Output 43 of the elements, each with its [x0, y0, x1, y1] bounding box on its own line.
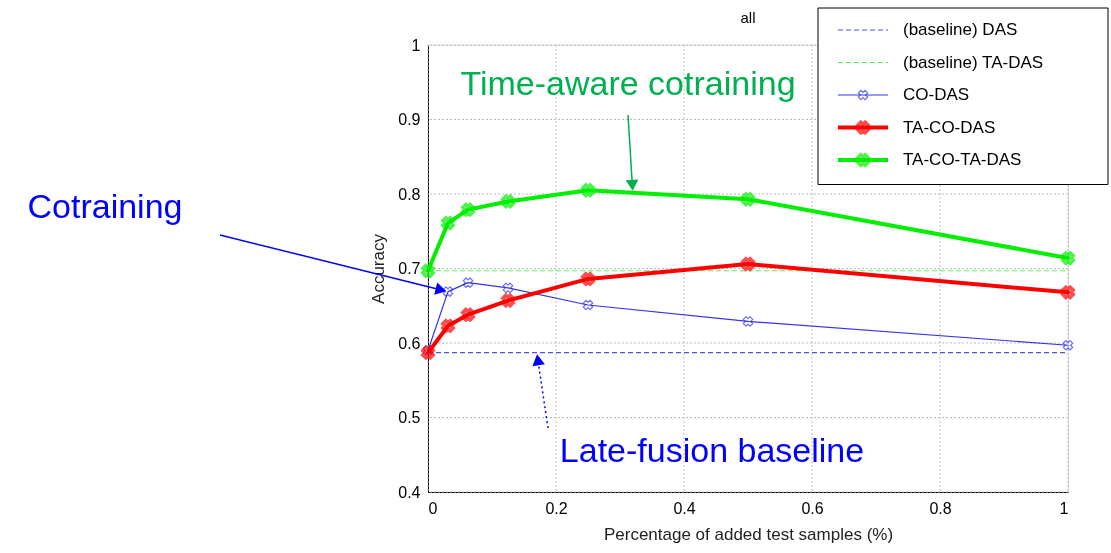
point	[1062, 339, 1074, 351]
point	[581, 271, 595, 286]
x-tick-label: 1	[1059, 499, 1069, 517]
x-tick-label: 0.4	[673, 499, 696, 517]
x-tick-label: 0	[428, 499, 438, 517]
point	[742, 316, 754, 327]
legend-label: CO-DAS	[903, 85, 970, 104]
point	[442, 286, 454, 297]
legend-label: TA-CO-TA-DAS	[903, 150, 1022, 169]
point	[501, 194, 515, 209]
point	[421, 345, 435, 360]
point	[441, 318, 455, 333]
point	[1061, 251, 1075, 266]
y-tick-label: 0.6	[398, 334, 421, 352]
y-tick-label: 0.7	[398, 260, 421, 277]
y-tick-label: 0.8	[398, 185, 421, 203]
point	[461, 202, 475, 217]
point	[461, 307, 475, 322]
annotation: Late-fusion baseline	[559, 431, 865, 469]
y-axis-title: Accuracy	[369, 233, 389, 304]
x-tick-label: 0.2	[545, 499, 568, 517]
y-tick-label: 0.4	[398, 483, 421, 501]
point	[462, 277, 474, 288]
point	[741, 257, 755, 271]
legend-label: TA-CO-DAS	[903, 117, 996, 137]
point	[1061, 285, 1075, 300]
x-tick-label: 0.6	[801, 499, 824, 517]
legend-label: (baseline) TA-DAS	[903, 52, 1044, 72]
y-tick-label: 0.9	[398, 111, 421, 128]
annotation: Cotraining	[27, 187, 183, 225]
point	[581, 183, 595, 198]
point	[502, 282, 514, 294]
point	[441, 216, 455, 230]
chart-title: all	[740, 9, 756, 26]
point	[582, 299, 594, 311]
legend-label: (baseline) DAS	[903, 20, 1018, 39]
y-tick-label: 0.5	[398, 409, 421, 426]
x-tick-label: 0.8	[929, 499, 952, 517]
point	[501, 293, 515, 308]
point	[741, 192, 755, 207]
annotation: Time-aware cotraining	[460, 64, 796, 102]
x-axis-title: Percentage of added test samples (%)	[603, 524, 894, 544]
y-tick-label: 1	[411, 36, 421, 54]
